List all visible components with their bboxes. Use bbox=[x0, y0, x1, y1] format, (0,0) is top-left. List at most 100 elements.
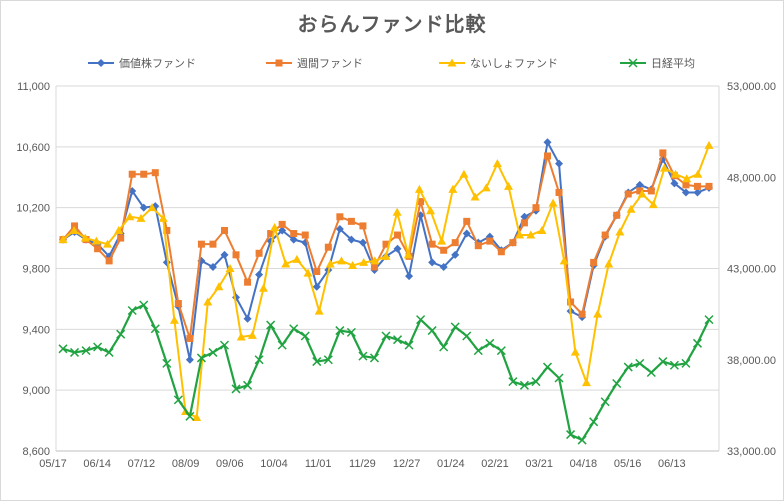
data-point bbox=[427, 326, 437, 336]
data-point bbox=[208, 262, 217, 271]
data-point bbox=[403, 250, 413, 259]
data-point bbox=[125, 212, 135, 221]
data-point bbox=[208, 347, 218, 357]
data-point bbox=[440, 246, 448, 254]
data-point bbox=[277, 340, 287, 350]
data-point bbox=[577, 435, 587, 445]
data-point bbox=[515, 230, 525, 239]
data-point bbox=[255, 249, 263, 257]
data-point bbox=[80, 233, 90, 242]
data-point bbox=[346, 327, 356, 337]
data-point bbox=[519, 380, 529, 390]
data-point bbox=[537, 225, 547, 234]
data-point bbox=[544, 152, 551, 160]
x-tick-label: 03/21 bbox=[525, 458, 553, 470]
data-point bbox=[381, 331, 391, 341]
data-point bbox=[593, 309, 603, 318]
data-point bbox=[136, 213, 146, 222]
data-point bbox=[270, 222, 280, 231]
data-point bbox=[658, 357, 668, 367]
y-left-tick-label: 9,000 bbox=[22, 385, 50, 397]
data-point bbox=[185, 411, 195, 421]
data-point bbox=[147, 203, 157, 212]
y-left-tick-label: 9,800 bbox=[22, 264, 50, 276]
series-line bbox=[62, 303, 710, 442]
data-point bbox=[567, 298, 575, 306]
y-right-tick-label: 33,000.00 bbox=[727, 446, 776, 458]
data-point bbox=[347, 217, 355, 225]
data-point bbox=[358, 351, 368, 361]
data-point bbox=[485, 338, 495, 348]
data-point bbox=[335, 326, 345, 336]
legend-label: 価値株ファンド bbox=[119, 56, 196, 70]
axes: 8,600 9,000 9,400 9,800 10,200 10,600 11,000 33… bbox=[16, 81, 776, 470]
data-point bbox=[486, 237, 494, 245]
data-point bbox=[647, 187, 655, 195]
data-point bbox=[705, 182, 713, 190]
x-tick-label: 07/12 bbox=[128, 458, 156, 470]
data-point bbox=[394, 231, 402, 239]
data-point bbox=[555, 159, 564, 168]
data-point bbox=[382, 240, 390, 248]
y-left-tick-label: 8,600 bbox=[22, 446, 50, 458]
data-point bbox=[635, 358, 645, 368]
data-point bbox=[173, 395, 183, 405]
data-point bbox=[312, 357, 322, 367]
x-tick-label: 04/18 bbox=[570, 458, 598, 470]
data-point bbox=[139, 203, 148, 212]
y-right-tick-label: 48,000.00 bbox=[727, 172, 776, 184]
x-tick-label: 10/04 bbox=[260, 458, 288, 470]
data-point bbox=[94, 245, 102, 253]
data-point bbox=[103, 239, 113, 248]
data-point bbox=[105, 257, 113, 265]
data-point bbox=[437, 236, 447, 245]
data-point bbox=[566, 430, 576, 440]
x-tick-label: 08/09 bbox=[172, 458, 200, 470]
data-point bbox=[289, 235, 298, 244]
data-point bbox=[601, 231, 609, 239]
data-point bbox=[243, 314, 252, 323]
data-point bbox=[93, 342, 103, 352]
data-point bbox=[624, 190, 632, 198]
data-point bbox=[324, 243, 332, 251]
data-point bbox=[254, 355, 264, 365]
data-point bbox=[301, 231, 309, 239]
data-point bbox=[359, 257, 369, 266]
data-point bbox=[300, 331, 310, 341]
data-point bbox=[692, 338, 702, 348]
x-tick-label: 06/14 bbox=[83, 458, 111, 470]
data-point bbox=[358, 238, 367, 247]
data-point bbox=[267, 230, 275, 238]
data-point bbox=[69, 225, 79, 234]
data-point bbox=[635, 180, 644, 189]
data-point bbox=[244, 278, 252, 286]
data-point bbox=[347, 235, 356, 244]
x-tick-label: 02/21 bbox=[481, 458, 509, 470]
data-point bbox=[670, 179, 679, 188]
data-point bbox=[681, 358, 691, 368]
data-point bbox=[559, 256, 569, 265]
data-point bbox=[203, 297, 213, 306]
data-point bbox=[448, 184, 458, 193]
data-point bbox=[151, 169, 159, 177]
data-point bbox=[496, 346, 506, 356]
legend-entry: ないしょファンド bbox=[439, 57, 558, 70]
data-point bbox=[526, 230, 536, 239]
data-point bbox=[247, 330, 257, 339]
legend: 価値株ファンド 週間ファンド ないしょファンド 日経平均 bbox=[88, 56, 695, 70]
data-point bbox=[671, 169, 681, 178]
data-point bbox=[682, 181, 690, 189]
data-point bbox=[497, 248, 505, 256]
legend-entry: 週間ファンド bbox=[266, 57, 363, 70]
data-point bbox=[648, 200, 658, 209]
data-point bbox=[185, 355, 194, 364]
data-point bbox=[278, 220, 286, 228]
data-point bbox=[531, 377, 541, 387]
x-tick-label: 12/27 bbox=[393, 458, 421, 470]
y-left-tick-label: 10,200 bbox=[16, 203, 50, 215]
y-right-tick-label: 38,000.00 bbox=[727, 355, 776, 367]
data-point bbox=[439, 262, 448, 271]
data-point bbox=[451, 250, 460, 259]
